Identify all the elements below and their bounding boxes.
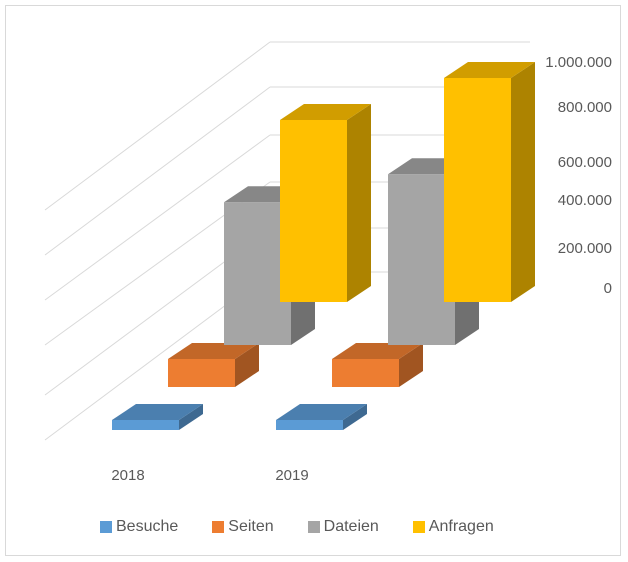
legend-item: Besuche <box>100 518 178 536</box>
gridline-left-1 <box>44 86 271 256</box>
y-tick-label: 200.000 <box>558 240 612 257</box>
bar-top <box>168 343 259 359</box>
legend: Besuche Seiten Dateien Anfragen <box>100 518 540 536</box>
bar-front <box>168 359 235 387</box>
legend-swatch <box>307 521 320 533</box>
x-category-label: 2018 <box>111 467 144 484</box>
bar-front <box>332 359 399 387</box>
bar-top <box>276 404 367 420</box>
gridline-left-0 <box>44 41 271 211</box>
bar-top <box>444 62 535 78</box>
legend-label: Anfragen <box>428 518 494 535</box>
y-tick-label: 0 <box>604 280 612 297</box>
bar-side <box>343 404 367 430</box>
bar-top <box>332 343 423 359</box>
legend-label: Seiten <box>228 518 274 535</box>
y-tick-label: 400.000 <box>558 192 612 209</box>
x-axis-categories: 2018 2019 <box>111 467 308 484</box>
legend-swatch <box>412 521 425 533</box>
legend-item: Seiten <box>212 518 274 536</box>
bar-top <box>112 404 203 420</box>
bar-front <box>276 420 343 430</box>
y-tick-label: 1.000.000 <box>545 54 612 71</box>
legend-item: Dateien <box>307 518 379 536</box>
y-tick-label: 600.000 <box>558 154 612 171</box>
y-tick-label: 800.000 <box>558 99 612 116</box>
bars <box>112 62 535 430</box>
bar-side <box>511 62 535 302</box>
x-category-label: 2019 <box>275 467 308 484</box>
legend-swatch <box>100 521 112 533</box>
bar-side <box>235 343 259 387</box>
gridline-left-2 <box>44 134 271 301</box>
bar-seiten-2019 <box>332 343 423 387</box>
bar-side <box>399 343 423 387</box>
bar-front <box>444 78 511 302</box>
bar-top <box>280 104 371 120</box>
bar-front <box>224 202 291 345</box>
bar-front <box>388 174 455 345</box>
legend-item: Anfragen <box>412 518 494 536</box>
bar-besuche-2019 <box>276 404 367 430</box>
bar-side <box>347 104 371 302</box>
bar-anfragen-2019 <box>444 62 535 302</box>
bar-anfragen-2018 <box>280 104 371 302</box>
bar-front <box>112 420 179 430</box>
legend-swatch <box>212 521 225 533</box>
y-axis-ticks: 1.000.000 800.000 600.000 400.000 200.000 0 <box>545 54 612 297</box>
bar-besuche-2018 <box>112 404 203 430</box>
bar-seiten-2018 <box>168 343 259 387</box>
legend-label: Dateien <box>323 518 379 535</box>
bar-front <box>280 120 347 302</box>
legend-label: Besuche <box>116 518 179 535</box>
bar-side <box>179 404 203 430</box>
